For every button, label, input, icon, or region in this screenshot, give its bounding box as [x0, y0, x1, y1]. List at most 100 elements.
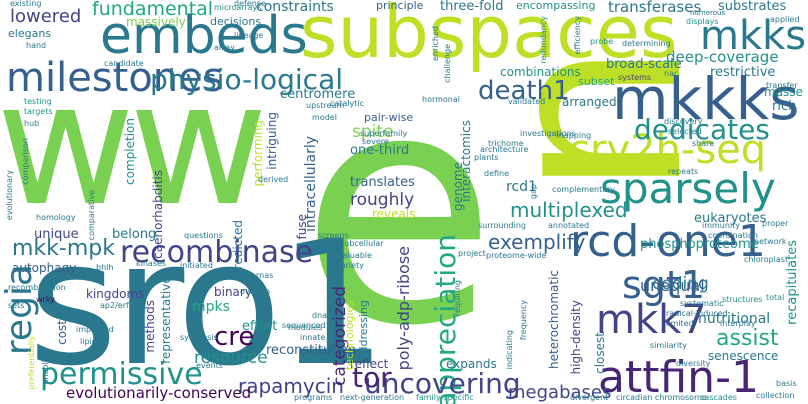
word-targets: targets — [24, 107, 53, 116]
word-caenorhabditis: caenorhabditis — [151, 170, 165, 259]
word-probe: probe — [590, 37, 614, 46]
word-mkkks: mkkks — [612, 65, 800, 133]
word-proteome-wide: proteome-wide — [486, 251, 547, 260]
word-multiplexed: multiplexed — [510, 198, 628, 222]
word-translates: translates — [350, 175, 415, 190]
word-masse: masse — [764, 85, 803, 99]
word-recombination: recombination — [8, 283, 66, 292]
word-resource: resource — [194, 348, 268, 368]
word-dedicates: dedicates — [634, 113, 770, 146]
word-subset: subset — [578, 75, 615, 88]
word-rapamycin: rapamycin — [238, 374, 344, 398]
word-existing: existing — [10, 0, 42, 8]
word-candidate: candidate — [104, 59, 144, 68]
word-enabling: enabling — [41, 350, 50, 385]
word-total: total — [766, 293, 785, 302]
word-hormonal: hormonal — [422, 95, 460, 104]
word-deep-coverage: deep-coverage — [666, 48, 779, 66]
word-combinations: combinations — [500, 65, 581, 79]
word-network: network — [754, 237, 787, 246]
word-programs: programs — [294, 393, 333, 402]
word-recapitulates: recapitulates — [785, 240, 800, 325]
word-genome: genome — [451, 162, 465, 212]
word-representatives: representatives — [159, 270, 173, 364]
word-microarrays: microarrays — [214, 3, 262, 12]
word-architecture: architecture — [480, 145, 529, 154]
word-roughly: roughly — [350, 190, 415, 210]
word-attfin-1: attfin-1 — [598, 352, 759, 403]
word-senescence: senescence — [708, 349, 779, 363]
word-gap: gap — [529, 184, 538, 200]
word-circadian-chromosome: circadian chromosome — [616, 393, 707, 402]
word-addressing: addressing — [357, 300, 370, 361]
word-subspaces: subspaces — [300, 0, 678, 74]
word-completion: completion — [123, 118, 137, 185]
word-bhlh: bhlh — [96, 263, 114, 272]
word-investigations: investigations — [520, 129, 576, 138]
word-elegans: elegans — [8, 27, 52, 40]
word-rnas: rnas — [256, 271, 274, 280]
word-proper: proper — [762, 219, 789, 228]
word-fuse: fuse — [295, 214, 309, 240]
word-frequency: frequency — [519, 300, 528, 341]
word-reconstitution: reconstitution — [266, 343, 357, 358]
word-define: define — [484, 169, 510, 178]
word-efficiency: efficiency — [573, 16, 582, 55]
word-sparsely: sparsely — [600, 164, 776, 213]
word-numerous: numerous — [690, 9, 726, 17]
word-derived: derived — [258, 175, 289, 184]
word-challenge: challenge — [443, 44, 452, 83]
word-encompassing: encompassing — [516, 0, 596, 12]
word-tor: tor — [352, 361, 392, 394]
word-modules: modules — [288, 323, 323, 332]
word-redundancy: redundancy — [539, 16, 548, 64]
word-catalytic: catalytic — [330, 99, 365, 108]
word-mkks: mkks — [700, 13, 807, 59]
word-massively: massively — [126, 15, 186, 29]
word-effort: effort — [242, 319, 278, 334]
word-e: e — [300, 24, 497, 396]
word-screens: screens — [318, 231, 349, 240]
word-coordination: coordination — [708, 231, 758, 240]
word-requiring: requiring — [453, 280, 462, 317]
word-transfer: transfer — [766, 81, 798, 90]
word-ap2-erf: ap2/erf — [100, 301, 129, 310]
word-family-specific: family-specific — [416, 393, 474, 402]
word-variety: variety — [336, 261, 364, 270]
word-ww: ww — [0, 46, 268, 244]
word-trichome: trichome — [488, 139, 524, 148]
word-radical-induced: radical-induced — [666, 309, 728, 318]
word-similarity: similarity — [650, 341, 687, 350]
word-valuable: valuable — [338, 251, 373, 260]
word-recombinase: recombinase — [120, 235, 314, 270]
word-collection: collection — [756, 391, 795, 400]
word-overlap: overlap — [240, 287, 271, 296]
word-cost: cost — [55, 320, 69, 345]
word-evolutionary: evolutionary — [5, 170, 14, 221]
word-questions: questions — [184, 231, 223, 240]
word-upstream: upstream — [306, 101, 345, 110]
word-belong: belong — [112, 227, 157, 242]
word-death1: death1 — [478, 76, 570, 106]
word-chloroplast: chloroplast — [744, 255, 789, 264]
word-rcd-one1: rcd-one1 — [570, 216, 766, 267]
word-heterochromatic: heterochromatic — [547, 270, 561, 369]
word-cascades: cascades — [700, 393, 737, 402]
word-systematic: systematic — [680, 299, 724, 308]
word-initiated: initiated — [180, 261, 213, 270]
word-nutritional: nutritional — [698, 311, 771, 327]
word-methods: methods — [143, 300, 157, 353]
word-evolutionarily-conserved: evolutionarily-conserved — [66, 384, 252, 402]
word-array: array — [214, 43, 235, 52]
word-applied: applied — [770, 15, 800, 24]
word-nac: nac — [664, 69, 679, 78]
word-arranged: arranged — [562, 95, 617, 109]
word-comparative: comparative — [87, 190, 96, 241]
word-principle: principle — [376, 0, 424, 12]
word-homology: homology — [36, 213, 76, 222]
word-intriguing: intriguing — [265, 112, 279, 170]
word-limited: limited — [666, 319, 694, 328]
word-restrictive: restrictive — [710, 65, 776, 80]
word-permissive: permissive — [40, 357, 203, 392]
